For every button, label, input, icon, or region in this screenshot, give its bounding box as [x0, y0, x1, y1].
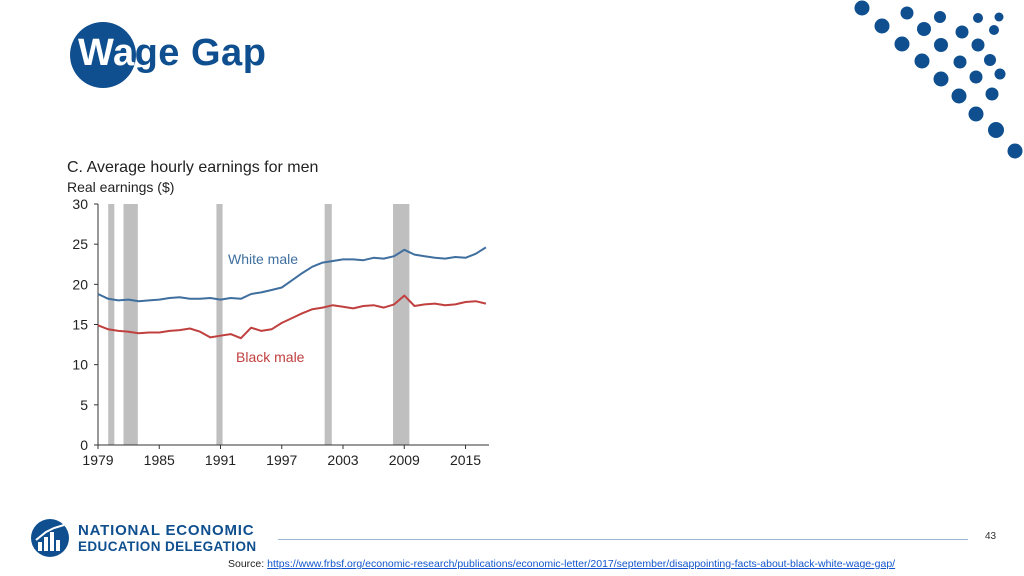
logo-line-2: EDUCATION DELEGATION: [78, 539, 257, 554]
recession-band-2: [216, 204, 223, 445]
x-tick-label: 2015: [450, 452, 481, 468]
logo-emblem-icon: [31, 519, 69, 557]
y-tick-label: 15: [72, 317, 88, 333]
title-badge-circle: [70, 22, 136, 88]
title-rest: ge Gap: [134, 32, 267, 74]
title-text: Wage Gap: [78, 32, 266, 75]
series-label-white-male: White male: [228, 251, 298, 267]
organization-logo: NATIONAL ECONOMIC EDUCATION DELEGATION: [30, 518, 270, 558]
series-lines: [97, 246, 487, 340]
series-line-white-male: [97, 246, 487, 303]
x-tick-label: 2003: [327, 452, 358, 468]
series-label-black-male: Black male: [236, 349, 305, 365]
recession-band-1: [123, 204, 138, 445]
page-number: 43: [985, 531, 997, 542]
recession-bands: [108, 204, 410, 445]
axes: 0 5 10 15 20 25 30 1979 1985 1991 1997 2003 2009 2015: [72, 196, 489, 468]
y-axis-label: Real earnings ($): [67, 179, 174, 195]
y-tick-label: 0: [80, 437, 88, 453]
recession-band-3: [324, 204, 332, 445]
source-link[interactable]: https://www.frbsf.org/economic-research/…: [267, 558, 896, 570]
series-line-black-male: [97, 294, 487, 340]
source-label: Source:: [228, 558, 265, 570]
x-tick-label: 2009: [389, 452, 420, 468]
decorative-dot-pattern: [854, 0, 1023, 159]
recession-band-4: [393, 204, 410, 445]
y-tick-label: 20: [72, 276, 88, 292]
y-tick-label: 30: [72, 196, 88, 212]
source-citation: Source: https://www.frbsf.org/economic-r…: [228, 558, 895, 570]
chart-title: C. Average hourly earnings for men: [67, 159, 318, 176]
x-tick-label: 1991: [205, 452, 236, 468]
y-tick-label: 5: [80, 397, 88, 413]
recession-band-0: [108, 204, 115, 445]
y-tick-label: 10: [72, 357, 88, 373]
footer-divider: [278, 539, 968, 540]
logo-line-1: NATIONAL ECONOMIC: [78, 522, 255, 539]
earnings-chart: C. Average hourly earnings for men Real …: [67, 159, 489, 468]
x-tick-label: 1985: [144, 452, 175, 468]
title-lead: Wa: [78, 32, 135, 74]
x-tick-label: 1979: [82, 452, 113, 468]
y-tick-label: 25: [72, 236, 88, 252]
x-tick-label: 1997: [266, 452, 297, 468]
